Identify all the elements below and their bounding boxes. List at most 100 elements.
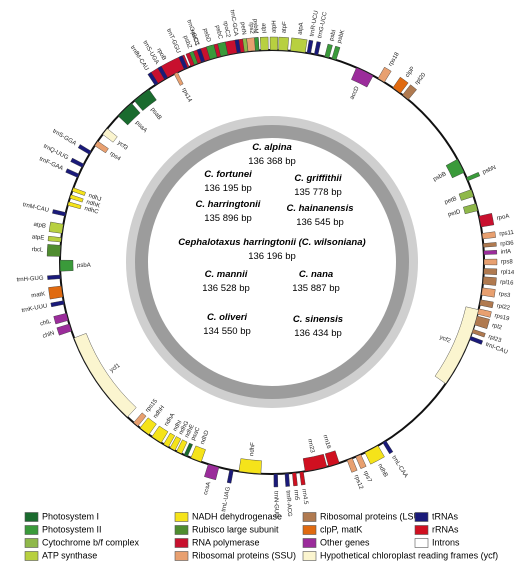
gene-label: rrn16 [321, 434, 331, 450]
legend-label: RNA polymerase [192, 537, 260, 547]
gene-label: psaB [149, 107, 162, 121]
legend-label: tRNAs [432, 511, 459, 521]
legend-label: Rubisco large subunit [192, 524, 279, 534]
gene-box [178, 55, 188, 70]
gene-box [278, 36, 289, 51]
gene-label: ndhB [376, 463, 388, 478]
gene-box [477, 308, 492, 318]
gene-label: ndhC [84, 206, 100, 216]
legend-label: ATP synthase [42, 550, 97, 560]
legend-label: Introns [432, 537, 460, 547]
legend-swatch [414, 512, 429, 522]
legend-swatch [414, 525, 429, 535]
gene-box [346, 457, 358, 473]
gene-label: petD [447, 209, 461, 218]
gene-label: ndhJ [88, 193, 102, 203]
gene-box [324, 43, 333, 59]
gene-label: trnM-CAU [22, 202, 49, 214]
gene-label: rpl20 [414, 72, 427, 87]
gene-label: trnF-GAA [38, 156, 64, 172]
gene-box [302, 453, 328, 472]
gene-box [217, 41, 229, 57]
gene-label: rps18 [388, 51, 401, 68]
gene-label: trnR-ACG [284, 490, 292, 517]
legend-swatch [174, 538, 189, 548]
gene-box [238, 458, 262, 474]
legend-label: Photosystem I [42, 511, 99, 521]
gene-label: atpH [272, 20, 278, 33]
gene-box [382, 440, 394, 455]
gene-label: rpoB [155, 47, 166, 61]
genome-size: 134 550 bp [203, 326, 251, 337]
gene-box [483, 268, 498, 275]
genome-size: 136 545 bp [296, 217, 344, 228]
legend-label: Ribosomal proteins (LSU) [320, 511, 423, 521]
gene-box [133, 412, 147, 427]
gene-box [458, 189, 474, 201]
genome-size: 136 528 bp [202, 283, 250, 294]
gene-label: rbcL [31, 247, 44, 254]
gene-box [46, 244, 61, 257]
legend-swatch [174, 525, 189, 535]
gene-box [483, 250, 498, 255]
legend-swatch [302, 551, 317, 561]
gene-label: rps11 [499, 230, 515, 238]
genome-size: 136 434 bp [294, 328, 342, 339]
gene-box [481, 287, 496, 298]
gene-box [163, 432, 176, 448]
gene-box [56, 323, 72, 336]
gene-label: psbC [214, 25, 223, 41]
gene-label: rpl22 [496, 303, 511, 312]
legend-swatch [24, 512, 39, 522]
gene-label: trnR-UCU [309, 10, 319, 37]
legend-label: clpP, matK [320, 524, 362, 534]
species-name: C. hainanensis [286, 203, 353, 214]
species-name: C. griffithii [294, 173, 342, 184]
gene-box [402, 84, 417, 100]
gene-label: psbM [251, 19, 258, 34]
gene-box [94, 140, 109, 154]
gene-box [183, 442, 193, 457]
gene-box [466, 172, 481, 182]
legend-swatch [24, 551, 39, 561]
gene-label: ndhI [172, 419, 183, 432]
species-name: Cephalotaxus harringtonii (C. wilsoniana… [178, 237, 365, 248]
gene-label: atpE [32, 234, 45, 241]
gene-label: rrn5 [292, 489, 299, 501]
gene-box [157, 65, 168, 80]
legend-swatch [174, 512, 189, 522]
gene-label: atpB [33, 222, 46, 230]
gene-box [364, 445, 385, 465]
gene-label: atpA [298, 22, 305, 35]
gene-box [48, 221, 64, 234]
genome-size: 135 896 bp [204, 213, 252, 224]
gene-label: trnG-UCC [317, 11, 329, 39]
genome-size: 135 887 bp [292, 283, 340, 294]
gene-box [445, 158, 465, 179]
gene-box [59, 259, 74, 272]
gene-label: rps12 [353, 474, 364, 491]
gene-label: ndhD [200, 429, 211, 445]
gene-label: atpI [260, 23, 266, 34]
gene-box [292, 472, 298, 487]
gene-label: psbA [77, 263, 91, 269]
gene-box [478, 213, 495, 228]
gene-box [468, 335, 484, 345]
genome-size: 136 196 bp [248, 251, 296, 262]
gene-box [47, 274, 61, 280]
gene-label: petN [239, 22, 247, 35]
gene-box [50, 300, 65, 308]
gene-box [392, 76, 409, 94]
gene-label: trnH-GUG [16, 276, 44, 284]
gene-box [65, 168, 80, 178]
gene-label: clpP [405, 66, 417, 79]
gene-label: rpl23 [487, 334, 502, 344]
gene-label: rpl36 [500, 241, 514, 248]
gene-box [147, 71, 159, 86]
gene-label: ndhE [184, 424, 196, 439]
gene-box [324, 450, 340, 467]
gene-label: rpl2 [491, 323, 503, 332]
gene-box [73, 333, 137, 418]
gene-label: rps7 [362, 470, 372, 484]
